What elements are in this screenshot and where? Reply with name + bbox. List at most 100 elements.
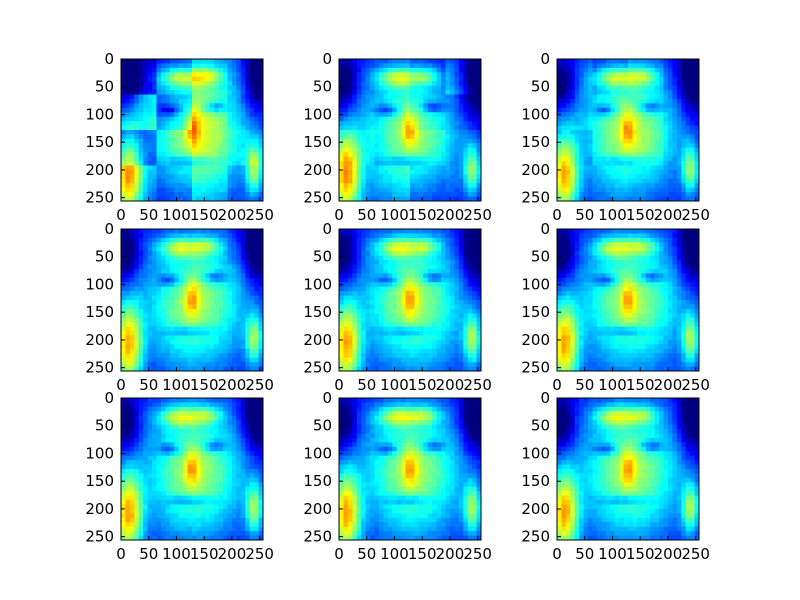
heatmap-cell: [449, 317, 455, 323]
heatmap-cell: [414, 251, 420, 257]
heatmap-cell: [418, 331, 424, 336]
heatmap-cell: [129, 165, 135, 171]
heatmap-cell: [214, 90, 220, 95]
heatmap-cell: [152, 313, 157, 319]
heatmap-cell: [396, 322, 402, 328]
heatmap-cell: [476, 130, 482, 135]
heatmap-cell: [205, 242, 211, 248]
heatmap-cell: [129, 63, 135, 69]
heatmap-cell: [605, 94, 611, 100]
heatmap-cell: [663, 183, 669, 189]
heatmap-cell: [138, 348, 144, 354]
heatmap-cell: [192, 187, 197, 193]
heatmap-cell: [254, 300, 259, 305]
heatmap-cell: [134, 362, 140, 367]
heatmap-cell: [690, 178, 695, 184]
heatmap-cell: [138, 72, 144, 78]
y-tick-label: 200: [521, 161, 550, 179]
heatmap-cell: [121, 313, 126, 319]
heatmap-cell: [432, 317, 438, 323]
heatmap-cell: [231, 147, 237, 153]
heatmap-cell: [205, 196, 211, 202]
heatmap-cell: [165, 165, 171, 171]
heatmap-cell: [663, 165, 669, 171]
heatmap-cell: [196, 192, 202, 197]
heatmap-cell: [441, 98, 446, 104]
heatmap-cell: [418, 242, 424, 248]
heatmap-cell: [467, 237, 473, 243]
heatmap-cell: [356, 282, 362, 288]
heatmap-cell: [418, 317, 424, 323]
heatmap-cell: [583, 165, 589, 171]
heatmap-cell: [160, 273, 166, 279]
heatmap-cell: [187, 67, 193, 73]
heatmap-cell: [129, 246, 135, 252]
heatmap-cell: [343, 300, 349, 305]
heatmap-cell: [143, 344, 149, 350]
heatmap-cell: [383, 143, 389, 149]
heatmap-cell: [147, 317, 153, 323]
heatmap-cell: [414, 255, 420, 261]
heatmap-cell: [467, 291, 473, 296]
heatmap-cell: [196, 196, 202, 202]
heatmap-cell: [165, 187, 171, 193]
heatmap-cell: [441, 85, 446, 91]
heatmap-cell: [356, 246, 362, 252]
heatmap-cell: [667, 196, 673, 202]
heatmap-cell: [134, 147, 140, 153]
heatmap-cell: [623, 76, 629, 82]
heatmap-cell: [178, 335, 184, 341]
heatmap-cell: [183, 260, 188, 265]
heatmap-cell: [401, 116, 406, 122]
heatmap-cell: [561, 98, 567, 104]
heatmap-cell: [245, 273, 251, 279]
heatmap-cell: [169, 357, 175, 363]
heatmap-cell: [200, 147, 206, 153]
heatmap-cell: [574, 85, 580, 91]
heatmap-cell: [187, 268, 193, 274]
heatmap-cell: [605, 67, 611, 73]
heatmap-cell: [178, 273, 184, 279]
heatmap-cell: [138, 264, 144, 270]
heatmap-cell: [654, 59, 660, 64]
heatmap-cell: [218, 67, 224, 73]
heatmap-cell: [632, 134, 638, 140]
heatmap-cell: [240, 242, 246, 248]
heatmap-cell: [423, 335, 429, 341]
heatmap-cell: [227, 313, 233, 319]
heatmap-cell: [205, 187, 211, 193]
heatmap-cell: [174, 192, 180, 197]
heatmap-cell: [249, 178, 255, 184]
heatmap-cell: [240, 264, 246, 270]
heatmap-cell: [685, 138, 691, 144]
heatmap-cell: [374, 152, 380, 158]
heatmap-cell: [467, 322, 473, 328]
heatmap-cell: [663, 178, 669, 184]
heatmap-cell: [352, 192, 358, 197]
heatmap-cell: [236, 59, 242, 64]
heatmap-cell: [436, 196, 442, 202]
heatmap-cell: [414, 178, 420, 184]
heatmap-cell: [205, 112, 211, 118]
heatmap-cell: [134, 98, 140, 104]
heatmap-cell: [187, 237, 193, 243]
heatmap-cell: [414, 273, 420, 279]
heatmap-cell: [196, 357, 202, 363]
heatmap-cell: [178, 76, 184, 82]
heatmap-cell: [436, 233, 442, 239]
heatmap-cell: [667, 121, 673, 126]
heatmap-cell: [574, 90, 580, 95]
heatmap-cell: [667, 152, 673, 158]
heatmap-cell: [143, 331, 149, 336]
heatmap-cell: [454, 322, 460, 328]
heatmap-cell: [125, 130, 131, 135]
heatmap-cell: [152, 112, 157, 118]
heatmap-cell: [249, 138, 255, 144]
heatmap-cell: [160, 277, 166, 283]
heatmap-cell: [654, 63, 660, 69]
heatmap-cell: [405, 268, 411, 274]
heatmap-cell: [476, 237, 482, 243]
heatmap-cell: [449, 72, 455, 78]
heatmap-cell: [192, 242, 197, 248]
heatmap-cell: [610, 76, 616, 82]
